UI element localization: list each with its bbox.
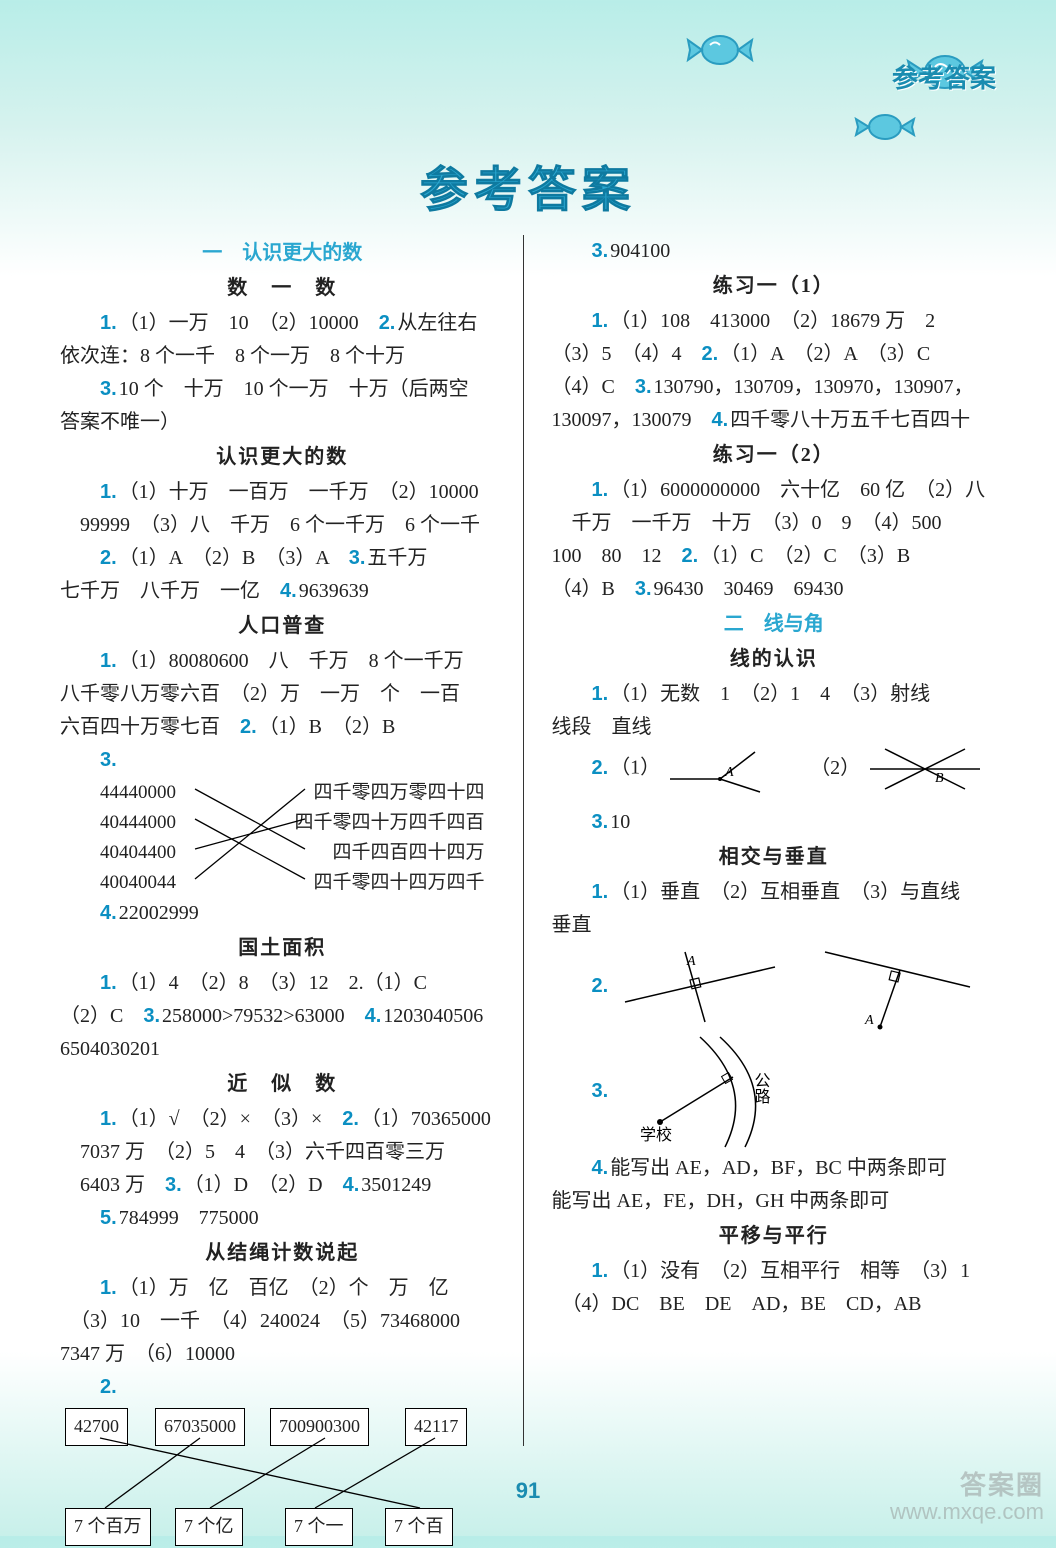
answer-line: 4.能写出 AE，AD，BF，BC 中两条即可 <box>552 1152 997 1185</box>
content-body: 一 认识更大的数 数 一 数 1.（1）一万 10 （2）10000 2.从左往… <box>60 235 996 1446</box>
answer-line: （3）5 （4）4 2.（1）A （2）A （3）C <box>552 338 997 371</box>
answer-line: 2. A A <box>552 942 997 1032</box>
subsection-heading: 从结绳计数说起 <box>60 1237 505 1270</box>
answer-line: 2.（1）A （2）B （3）A 3.五千万 <box>60 542 505 575</box>
answer-line: 线段 直线 <box>552 711 997 744</box>
answer-line: 1.（1）√ （2）× （3）× 2.（1）70365000 <box>60 1103 505 1136</box>
answer-line: 1.（1）108 413000 （2）18679 万 2 <box>552 305 997 338</box>
perpendicular-figure-b: A <box>810 942 980 1032</box>
match-lines <box>100 777 505 897</box>
section-heading: 一 认识更大的数 <box>60 237 505 270</box>
answer-line: 3. <box>60 744 505 777</box>
answer-line: 100 80 12 2.（1）C （2）C （3）B <box>552 540 997 573</box>
perpendicular-figure-a: A <box>615 947 785 1027</box>
answer-line: （3）10 一千 （4）240024 （5）73468000 <box>60 1305 505 1338</box>
answer-line: 1.（1）6000000000 六十亿 60 亿 （2）八 <box>552 474 997 507</box>
page-title: 参考答案 <box>0 150 1056 220</box>
answer-line: 3.904100 <box>552 235 997 268</box>
answer-line: 130097，130079 4.四千零八十万五千七百四十 <box>552 404 997 437</box>
subsection-heading: 近 似 数 <box>60 1068 505 1101</box>
answer-line: 1.（1）十万 一百万 一千万 （2）10000 <box>60 476 505 509</box>
answer-line: 6504030201 <box>60 1033 505 1066</box>
header-label: 参考答案 <box>892 58 996 95</box>
line-figure-a: A <box>665 744 775 794</box>
answer-line: 7347 万 （6）10000 <box>60 1338 505 1371</box>
answer-line: 1.（1）一万 10 （2）10000 2.从左往右 <box>60 307 505 340</box>
answer-line: 1.（1）垂直 （2）互相垂直 （3）与直线 <box>552 876 997 909</box>
road-curve-figure: 学校 公路 <box>615 1032 815 1152</box>
answer-line: （2）C 3.258000>79532>63000 4.1203040506 <box>60 1000 505 1033</box>
subsection-heading: 平移与平行 <box>552 1220 997 1253</box>
answer-line: 垂直 <box>552 909 997 942</box>
answer-line: 7037 万 （2）5 4 （3）六千四百零三万 <box>60 1136 505 1169</box>
subsection-heading: 国土面积 <box>60 932 505 965</box>
subsection-heading: 认识更大的数 <box>60 441 505 474</box>
answer-line: 3.10 个 十万 10 个一万 十万（后两空 <box>60 373 505 406</box>
svg-text:公路: 公路 <box>752 1072 771 1104</box>
svg-text:学校: 学校 <box>640 1126 672 1144</box>
subsection-heading: 练习一（2） <box>552 439 997 472</box>
watermark-url: www.mxqe.com <box>890 1500 1044 1524</box>
watermark-title: 答案圈 <box>890 1471 1044 1500</box>
svg-text:A: A <box>724 765 734 780</box>
subsection-heading: 相交与垂直 <box>552 841 997 874</box>
subsection-heading: 人口普查 <box>60 610 505 643</box>
answer-line: 七千万 八千万 一亿 4.9639639 <box>60 575 505 608</box>
subsection-heading: 线的认识 <box>552 643 997 676</box>
answer-line: 1.（1）没有 （2）互相平行 相等 （3）1 <box>552 1255 997 1288</box>
svg-text:A: A <box>864 1013 874 1028</box>
answer-line: 99999 （3）八 千万 6 个一千万 6 个一千 <box>60 509 505 542</box>
answer-line: 八千零八万零六百 （2）万 一万 个 一百 <box>60 678 505 711</box>
answer-line: 4.22002999 <box>60 897 505 930</box>
svg-text:A: A <box>686 954 696 969</box>
answer-line: （4）C 3.130790，130709，130970，130907， <box>552 371 997 404</box>
answer-line: 1.（1）80080600 八 千万 8 个一千万 <box>60 645 505 678</box>
candy-icon <box>850 105 920 150</box>
answer-line: 六百四十万零七百 2.（1）B （2）B <box>60 711 505 744</box>
answer-line: （4）DC BE DE AD，BE CD，AB <box>552 1288 997 1321</box>
answer-line: 1.（1）无数 1 （2）1 4 （3）射线 <box>552 678 997 711</box>
right-column: 3.904100 练习一（1） 1.（1）108 413000 （2）18679… <box>544 235 997 1446</box>
answer-line: 1.（1）4 （2）8 （3）12 2.（1）C <box>60 967 505 1000</box>
answer-line: 能写出 AE，FE，DH，GH 中两条即可 <box>552 1185 997 1218</box>
answer-line: 2. <box>60 1371 505 1404</box>
answer-line: 3. 学校 公路 <box>552 1032 997 1152</box>
matching-diagram: 44440000 40444000 40404400 40040044 四千零四… <box>100 777 505 897</box>
answer-line: （4）B 3.96430 30469 69430 <box>552 573 997 606</box>
answer-line: 5.784999 775000 <box>60 1202 505 1235</box>
answer-line: 依次连：8 个一千 8 个一万 8 个十万 <box>60 340 505 373</box>
line-figure-b: B <box>865 744 985 794</box>
subsection-heading: 练习一（1） <box>552 270 997 303</box>
answer-line: 千万 一千万 十万 （3）0 9 （4）500 <box>552 507 997 540</box>
candy-icon <box>680 25 760 75</box>
left-column: 一 认识更大的数 数 一 数 1.（1）一万 10 （2）10000 2.从左往… <box>60 235 524 1446</box>
answer-line: 2.（1） A （2） B <box>552 744 997 794</box>
answer-line: 6403 万 3.（1）D （2）D 4.3501249 <box>60 1169 505 1202</box>
watermark: 答案圈 www.mxqe.com <box>890 1471 1044 1524</box>
answer-line: 答案不唯一） <box>60 406 505 439</box>
subsection-heading: 数 一 数 <box>60 272 505 305</box>
answer-line: 3.10 <box>552 806 997 839</box>
section-heading: 二 线与角 <box>552 608 997 641</box>
answer-line: 1.（1）万 亿 百亿 （2）个 万 亿 <box>60 1272 505 1305</box>
svg-text:B: B <box>935 771 944 786</box>
